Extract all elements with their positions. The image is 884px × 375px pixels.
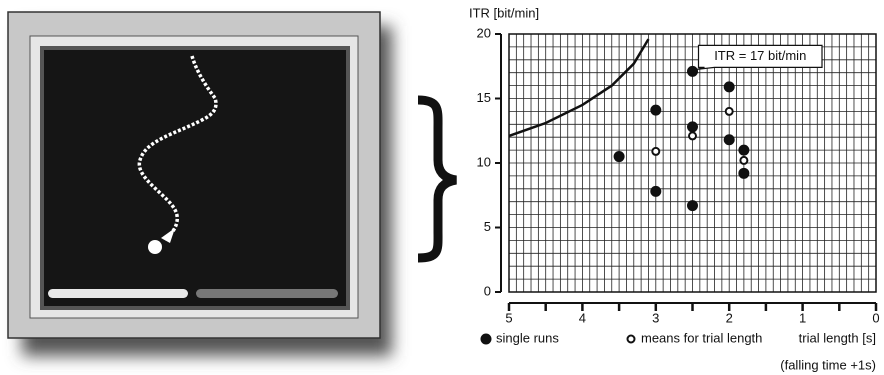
x-tick-label: 1 (799, 310, 806, 325)
brace (417, 95, 457, 263)
y-tick-label: 0 (484, 283, 491, 298)
x-tick-label: 5 (505, 310, 512, 325)
y-axis-label: ITR [bit/min] (469, 5, 539, 20)
y-tick-label: 20 (477, 25, 491, 40)
legend-label: single runs (496, 330, 559, 345)
legend-label: means for trial length (641, 330, 762, 345)
mean-point (739, 155, 749, 165)
screen-illustration (7, 11, 392, 356)
run-point (687, 65, 698, 77)
annotation: ITR = 17 bit/min (714, 48, 806, 63)
mean-point (688, 131, 697, 141)
run-point (738, 144, 750, 156)
run-point (687, 121, 698, 133)
plot-frame (508, 33, 877, 293)
theory-curve (508, 38, 650, 138)
legend-marker (480, 333, 492, 345)
run-point (738, 167, 750, 179)
y-tick-label: 10 (477, 154, 491, 169)
direction-arrow (161, 228, 175, 243)
screen (44, 50, 346, 306)
mean-point (724, 106, 734, 116)
trajectory (137, 55, 218, 242)
target-left (48, 289, 188, 298)
x-axis-note: (falling time +1s) (780, 357, 876, 372)
run-point (687, 200, 698, 212)
x-tick-label: 2 (726, 310, 733, 325)
x-axis-label: trial length [s] (799, 330, 876, 345)
legend-marker (626, 334, 636, 344)
run-point (650, 104, 662, 116)
x-tick-label: 3 (652, 310, 659, 325)
mean-point (651, 146, 661, 156)
run-point (650, 185, 662, 197)
x-tick-label: 0 (872, 310, 879, 325)
target-right (196, 289, 338, 298)
run-point (723, 134, 735, 146)
y-tick-label: 15 (477, 90, 491, 105)
run-point (723, 81, 735, 93)
run-point (613, 151, 625, 163)
y-tick-label: 5 (484, 219, 491, 234)
annotation-box (696, 44, 823, 71)
x-tick-label: 4 (579, 310, 586, 325)
ball (148, 240, 162, 254)
